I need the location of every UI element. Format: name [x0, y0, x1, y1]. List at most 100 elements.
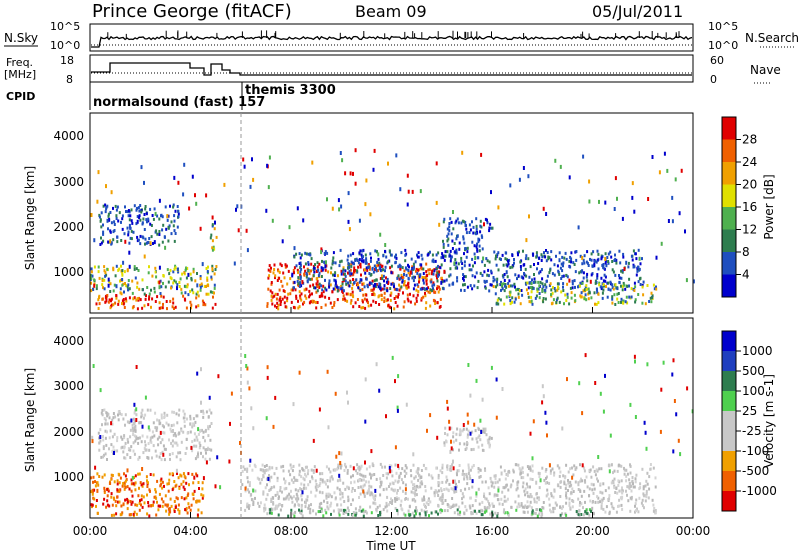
scatter-cell	[414, 302, 417, 306]
scatter-cell	[510, 483, 513, 487]
scatter-cell	[456, 235, 459, 238]
scatter-cell	[145, 475, 148, 479]
nave-tick-top: 60	[710, 54, 724, 67]
scatter-cell	[172, 301, 175, 305]
scatter-cell	[585, 260, 588, 264]
scatter-cell	[120, 435, 123, 439]
scatter-cell	[565, 494, 567, 498]
scatter-cell	[622, 299, 625, 303]
scatter-cell	[634, 504, 636, 508]
scatter-cell	[598, 283, 601, 287]
scatter-cell	[533, 273, 535, 276]
scatter-cell	[148, 297, 150, 301]
scatter-cell	[458, 442, 461, 446]
scatter-cell	[542, 501, 545, 504]
scatter-cell	[370, 491, 373, 495]
scatter-cell	[186, 285, 189, 289]
scatter-cell	[485, 257, 488, 261]
scatter-cell	[520, 268, 522, 271]
scatter-cell	[596, 288, 598, 292]
scatter-cell	[505, 483, 508, 487]
scatter-cell	[666, 168, 669, 173]
scatter-cell	[259, 481, 262, 485]
scatter-cell	[488, 504, 491, 508]
scatter-cell	[183, 474, 186, 478]
scatter-cell	[533, 263, 535, 266]
scatter-cell	[575, 510, 578, 513]
scatter-cell	[363, 494, 366, 498]
scatter-cell	[370, 281, 373, 285]
scatter-cell	[99, 439, 102, 443]
scatter-cell	[447, 504, 450, 508]
scatter-cell	[629, 464, 632, 468]
scatter-cell	[596, 290, 599, 294]
scatter-cell	[122, 482, 125, 485]
scatter-cell	[117, 472, 120, 476]
scatter-cell	[417, 467, 420, 471]
scatter-cell	[324, 295, 327, 299]
scatter-cell	[511, 296, 514, 300]
scatter-cell	[99, 388, 102, 393]
scatter-cell	[461, 266, 464, 270]
scatter-cell	[272, 271, 275, 275]
scatter-cell	[126, 468, 129, 473]
scatter-cell	[483, 505, 486, 509]
scatter-cell	[202, 409, 204, 413]
scatter-cell	[107, 277, 110, 282]
scatter-cell	[526, 505, 529, 509]
scatter-cell	[347, 495, 350, 499]
scatter-cell	[316, 261, 319, 265]
scatter-cell	[430, 486, 433, 490]
scatter-cell	[517, 480, 520, 484]
scatter-cell	[135, 435, 138, 439]
scatter-cell	[101, 423, 103, 427]
scatter-cell	[377, 252, 380, 257]
scatter-cell	[209, 438, 212, 442]
scatter-cell	[153, 207, 156, 211]
scatter-cell	[195, 472, 198, 476]
scatter-cell	[101, 475, 104, 479]
scatter-cell	[659, 429, 662, 434]
scatter-cell	[376, 260, 379, 264]
scatter-cell	[332, 273, 334, 277]
scatter-cell	[279, 262, 282, 266]
scatter-cell	[129, 500, 132, 503]
cpid-label: CPID	[6, 90, 35, 103]
scatter-cell	[195, 500, 198, 504]
scatter-cell	[164, 205, 167, 209]
scatter-cell	[257, 501, 259, 505]
scatter-cell	[316, 289, 319, 293]
scatter-cell	[303, 469, 306, 473]
scatter-cell	[202, 430, 205, 434]
scatter-cell	[469, 431, 472, 436]
scatter-cell	[607, 261, 610, 265]
scatter-cell	[138, 214, 141, 218]
scatter-cell	[96, 488, 99, 493]
scatter-cell	[298, 463, 301, 467]
scatter-cell	[378, 261, 381, 265]
scatter-cell	[199, 283, 202, 287]
scatter-cell	[440, 280, 443, 285]
scatter-cell	[150, 504, 153, 508]
scatter-cell	[604, 252, 607, 256]
scatter-cell	[583, 489, 586, 493]
scatter-cell	[353, 262, 355, 266]
scatter-cell	[596, 477, 598, 481]
scatter-cell	[113, 223, 116, 226]
scatter-cell	[487, 486, 490, 490]
scatter-cell	[319, 481, 322, 485]
scatter-cell	[107, 412, 110, 416]
scatter-cell	[202, 411, 205, 415]
scatter-cell	[101, 413, 104, 417]
scatter-cell	[147, 504, 150, 508]
scatter-cell	[332, 287, 335, 291]
scatter-cell	[357, 284, 359, 288]
scatter-cell	[138, 436, 141, 440]
scatter-cell	[430, 511, 433, 515]
scatter-cell	[380, 298, 383, 302]
scatter-cell	[326, 251, 329, 255]
scatter-cell	[197, 481, 200, 484]
scatter-cell	[678, 211, 681, 216]
scatter-cell	[163, 447, 166, 451]
scatter-cell	[631, 476, 634, 479]
